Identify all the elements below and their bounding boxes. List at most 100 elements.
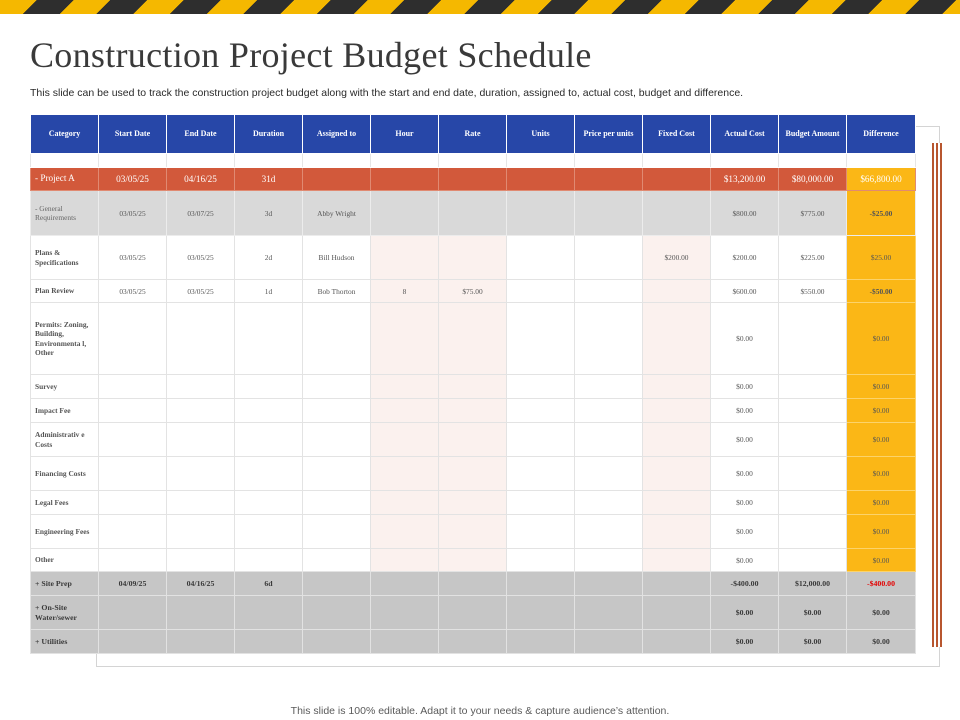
- cell-budget-amount: $80,000.00: [778, 167, 847, 191]
- cell-hour: [370, 422, 439, 457]
- cell-difference: -$400.00: [846, 571, 916, 596]
- cell-category: + Utilities: [30, 629, 99, 654]
- cell-actual-cost: $800.00: [710, 190, 779, 236]
- cell-start-date: 03/05/25: [98, 167, 167, 191]
- cell-budget-amount: $550.00: [778, 279, 847, 303]
- cell-budget-amount: [778, 302, 847, 375]
- cell-fixed-cost: [642, 398, 711, 423]
- cell-end-date: [166, 302, 235, 375]
- cell-fixed-cost: [642, 548, 711, 572]
- cell-actual-cost: $0.00: [710, 422, 779, 457]
- cell-difference: $0.00: [846, 302, 916, 375]
- cell-category: Permits: Zoning, Building, Environmenta …: [30, 302, 99, 375]
- cell-hour: [370, 374, 439, 399]
- cell-hour: [370, 629, 439, 654]
- cell-rate: [438, 190, 507, 236]
- cell-price-per-units: [574, 571, 643, 596]
- header-actual-cost: Actual Cost: [710, 114, 779, 154]
- cell-duration: 1d: [234, 279, 303, 303]
- cell-duration: [234, 629, 303, 654]
- cell-actual-cost: $0.00: [710, 398, 779, 423]
- line-item-row-administrativ-e-costs: Administrativ e Costs $0.00 $0.00: [30, 422, 916, 457]
- cell-start-date: 03/05/25: [98, 190, 167, 236]
- cell-duration: 2d: [234, 235, 303, 280]
- cell-duration: [234, 398, 303, 423]
- cell-actual-cost: $0.00: [710, 514, 779, 549]
- cell-price-per-units: [574, 279, 643, 303]
- cell-units: [506, 167, 575, 191]
- cell-hour: [370, 398, 439, 423]
- cell-difference: $66,800.00: [846, 167, 916, 191]
- cell-units: [506, 190, 575, 236]
- cell-category: + On-Site Water/sewer: [30, 595, 99, 630]
- cell-budget-amount: $0.00: [778, 629, 847, 654]
- cell-hour: [370, 490, 439, 515]
- cell-end-date: 04/16/25: [166, 571, 235, 596]
- cell-actual-cost: $0.00: [710, 629, 779, 654]
- cell-rate: [438, 514, 507, 549]
- cell-category: Plan Review: [30, 279, 99, 303]
- cell-price-per-units: [574, 595, 643, 630]
- cell-end-date: [166, 514, 235, 549]
- header-start-date: Start Date: [98, 114, 167, 154]
- cell-end-date: [166, 374, 235, 399]
- cell-start-date: 03/05/25: [98, 279, 167, 303]
- cell-end-date: [166, 490, 235, 515]
- cell-units: [506, 548, 575, 572]
- cell-assigned-to: [302, 167, 371, 191]
- cell-difference: $0.00: [846, 595, 916, 630]
- cell-actual-cost: $0.00: [710, 490, 779, 515]
- cell-difference: $25.00: [846, 235, 916, 280]
- header-duration: Duration: [234, 114, 303, 154]
- line-item-row-financing-costs: Financing Costs $0.00 $0.00: [30, 456, 916, 491]
- cell-fixed-cost: [642, 629, 711, 654]
- cell-duration: [234, 422, 303, 457]
- line-item-row-engineering-fees: Engineering Fees $0.00 $0.00: [30, 514, 916, 549]
- cell-assigned-to: [302, 422, 371, 457]
- summary-row-utilities: + Utilities $0.00 $0.00 $0.00: [30, 629, 916, 654]
- cell-actual-cost: $200.00: [710, 235, 779, 280]
- line-item-row-permits-zoning-building-environmenta-l-other: Permits: Zoning, Building, Environmenta …: [30, 302, 916, 375]
- cell-units: [506, 279, 575, 303]
- summary-row-on-site-water-sewer: + On-Site Water/sewer $0.00 $0.00 $0.00: [30, 595, 916, 630]
- cell-units: [506, 302, 575, 375]
- cell-price-per-units: [574, 190, 643, 236]
- cell-actual-cost: -$400.00: [710, 571, 779, 596]
- cell-difference: $0.00: [846, 629, 916, 654]
- cell-end-date: 04/16/25: [166, 167, 235, 191]
- cell-assigned-to: [302, 374, 371, 399]
- cell-price-per-units: [574, 398, 643, 423]
- cell-start-date: [98, 374, 167, 399]
- cell-units: [506, 595, 575, 630]
- cell-rate: [438, 374, 507, 399]
- cell-rate: [438, 398, 507, 423]
- cell-hour: [370, 190, 439, 236]
- cell-start-date: [98, 490, 167, 515]
- cell-price-per-units: [574, 629, 643, 654]
- cell-price-per-units: [574, 422, 643, 457]
- cell-hour: [370, 167, 439, 191]
- cell-rate: [438, 629, 507, 654]
- cell-duration: 3d: [234, 190, 303, 236]
- header-end-date: End Date: [166, 114, 235, 154]
- cell-category: - Project A: [30, 167, 99, 191]
- cell-end-date: [166, 398, 235, 423]
- cell-rate: $75.00: [438, 279, 507, 303]
- cell-category: Impact Fee: [30, 398, 99, 423]
- cell-assigned-to: [302, 629, 371, 654]
- cell-rate: [438, 235, 507, 280]
- cell-price-per-units: [574, 456, 643, 491]
- cell-hour: [370, 595, 439, 630]
- header-hour: Hour: [370, 114, 439, 154]
- cell-end-date: [166, 422, 235, 457]
- header-price-per-units: Price per units: [574, 114, 643, 154]
- cell-budget-amount: $225.00: [778, 235, 847, 280]
- cell-assigned-to: [302, 456, 371, 491]
- cell-rate: [438, 422, 507, 457]
- cell-category: Survey: [30, 374, 99, 399]
- budget-table: Category Start Date End Date Duration As…: [30, 114, 916, 654]
- cell-difference: $0.00: [846, 548, 916, 572]
- line-item-row-legal-fees: Legal Fees $0.00 $0.00: [30, 490, 916, 515]
- cell-assigned-to: [302, 514, 371, 549]
- cell-category: Other: [30, 548, 99, 572]
